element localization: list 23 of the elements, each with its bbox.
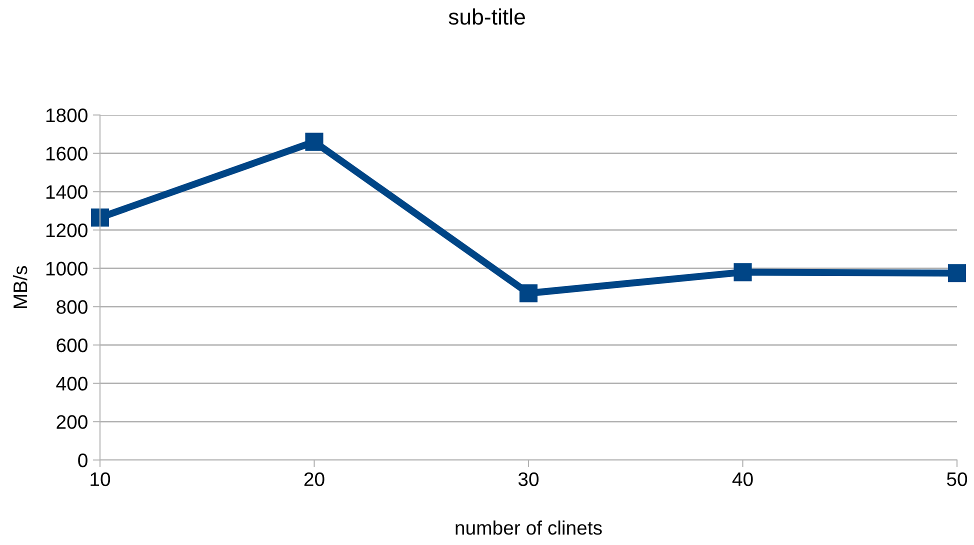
y-tick-label: 800 — [56, 300, 88, 314]
point — [734, 263, 752, 282]
y-tick-label: 600 — [56, 338, 88, 352]
y-tick-label: 1800 — [46, 108, 88, 122]
x-tick-label: 40 — [732, 472, 753, 486]
x-tick-label: 30 — [518, 472, 539, 486]
chart-title: sub-title — [448, 8, 525, 25]
point — [90, 208, 110, 227]
y-tick-label: 400 — [56, 376, 88, 391]
point — [305, 132, 324, 151]
x-tick-label: 10 — [90, 472, 110, 486]
y-tick-label: 1600 — [46, 146, 88, 161]
y-tick-label: 1000 — [46, 262, 88, 276]
y-tick-label: 0 — [78, 453, 88, 468]
y-tick-label: 1200 — [46, 223, 88, 238]
x-tick-label: 20 — [304, 472, 324, 486]
y-tick-label: 1400 — [46, 185, 88, 199]
y-tick-label: 200 — [56, 415, 88, 429]
x-axis-title: number of clinets — [456, 520, 602, 535]
point — [519, 284, 538, 302]
x-tick-label: 50 — [946, 472, 968, 486]
point — [948, 264, 966, 282]
y-axis-title: MB/s — [12, 266, 28, 308]
